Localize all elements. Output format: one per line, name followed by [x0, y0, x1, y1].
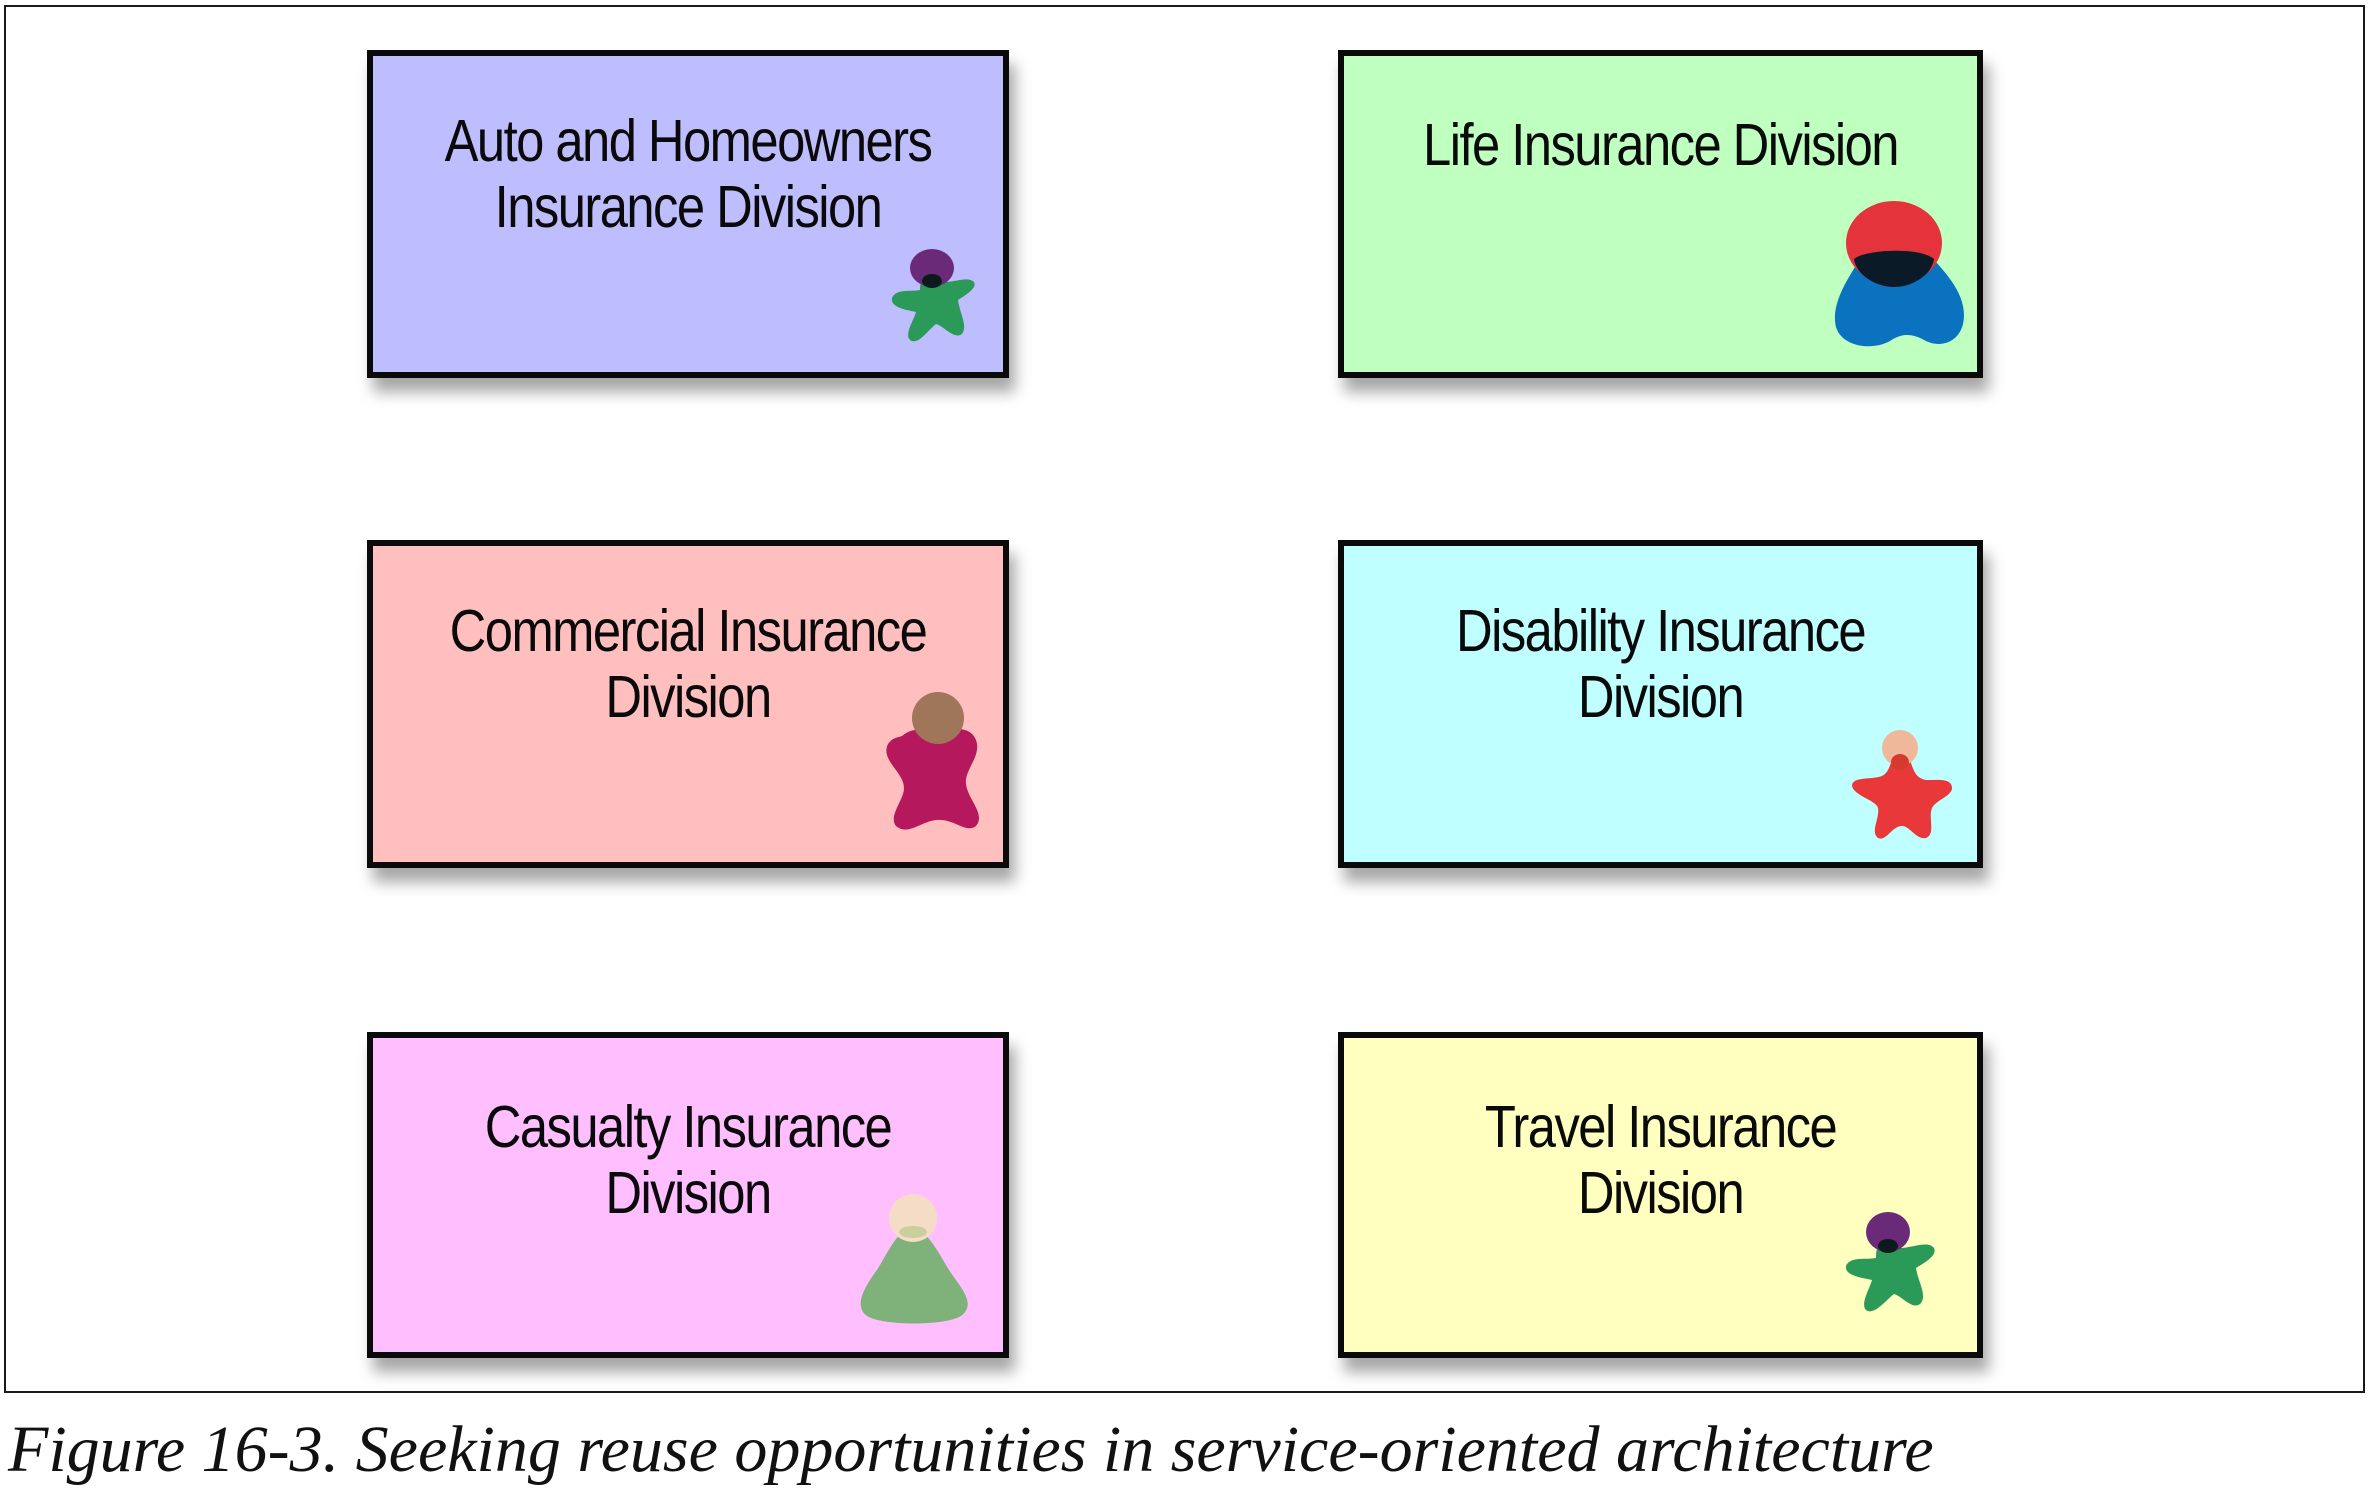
- division-label: Travel Insurance Division: [1484, 1094, 1838, 1226]
- division-label: Life Insurance Division: [1423, 112, 1899, 178]
- division-label: Disability Insurance Division: [1456, 598, 1867, 730]
- division-label: Casualty Insurance Division: [484, 1094, 893, 1226]
- magenta-person-icon: [872, 684, 1002, 844]
- division-box-casualty: Casualty Insurance Division: [367, 1032, 1009, 1358]
- green-star-person-icon: [872, 236, 992, 356]
- division-label: Commercial Insurance Division: [449, 598, 928, 730]
- diagram-frame: [4, 5, 2365, 1393]
- division-box-auto-homeowners: Auto and Homeowners Insurance Division: [367, 50, 1009, 378]
- division-box-life: Life Insurance Division: [1338, 50, 1983, 378]
- division-box-travel: Travel Insurance Division: [1338, 1032, 1983, 1358]
- division-box-commercial: Commercial Insurance Division: [367, 540, 1009, 868]
- division-box-disability: Disability Insurance Division: [1338, 540, 1983, 868]
- figure-caption: Figure 16-3. Seeking reuse opportunities…: [8, 1413, 1934, 1486]
- blue-blob-person-icon: [1814, 191, 1974, 361]
- green-triangle-person-icon: [849, 1188, 979, 1328]
- green-star-person-icon: [1824, 1200, 1954, 1330]
- division-label: Auto and Homeowners Insurance Division: [444, 108, 933, 240]
- red-star-person-icon: [1840, 722, 1960, 846]
